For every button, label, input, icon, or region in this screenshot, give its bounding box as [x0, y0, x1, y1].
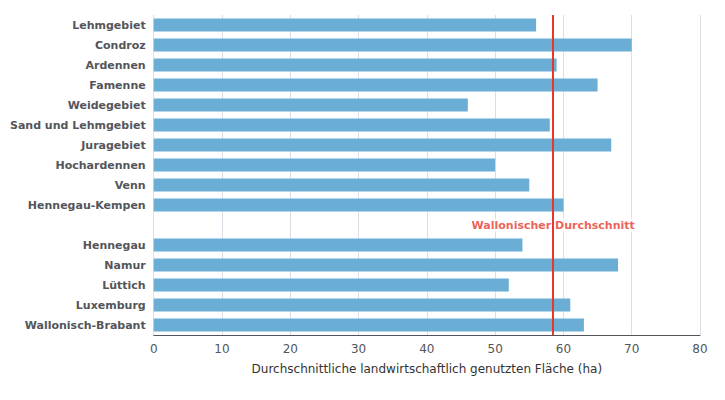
svg-text:Luxemburg: Luxemburg	[76, 299, 146, 312]
svg-text:60: 60	[556, 342, 571, 356]
svg-text:20: 20	[283, 342, 298, 356]
svg-text:Juragebiet: Juragebiet	[80, 139, 145, 152]
svg-text:0: 0	[150, 342, 158, 356]
svg-text:Sand und Lehmgebiet: Sand und Lehmgebiet	[10, 119, 146, 132]
svg-text:40: 40	[419, 342, 434, 356]
svg-text:Hennegau: Hennegau	[83, 239, 146, 252]
svg-text:30: 30	[351, 342, 366, 356]
svg-text:Venn: Venn	[115, 179, 146, 192]
svg-text:Weidegebiet: Weidegebiet	[68, 99, 146, 112]
svg-text:80: 80	[692, 342, 707, 356]
svg-text:Lüttich: Lüttich	[102, 279, 145, 292]
svg-text:Namur: Namur	[104, 259, 146, 272]
svg-text:Wallonisch-Brabant: Wallonisch-Brabant	[25, 319, 146, 332]
svg-text:Famenne: Famenne	[89, 79, 145, 92]
svg-text:10: 10	[214, 342, 229, 356]
svg-text:Durchschnittliche landwirtscha: Durchschnittliche landwirtschaftlich gen…	[252, 362, 603, 376]
svg-text:Hennegau-Kempen: Hennegau-Kempen	[28, 199, 146, 212]
svg-text:Ardennen: Ardennen	[85, 59, 145, 72]
svg-text:Wallonischer Durchschnitt: Wallonischer Durchschnitt	[471, 218, 635, 232]
svg-text:50: 50	[487, 342, 502, 356]
svg-text:Hochardennen: Hochardennen	[55, 159, 145, 172]
svg-text:Condroz: Condroz	[95, 39, 146, 52]
svg-text:Lehmgebiet: Lehmgebiet	[72, 19, 145, 32]
svg-text:70: 70	[624, 342, 639, 356]
